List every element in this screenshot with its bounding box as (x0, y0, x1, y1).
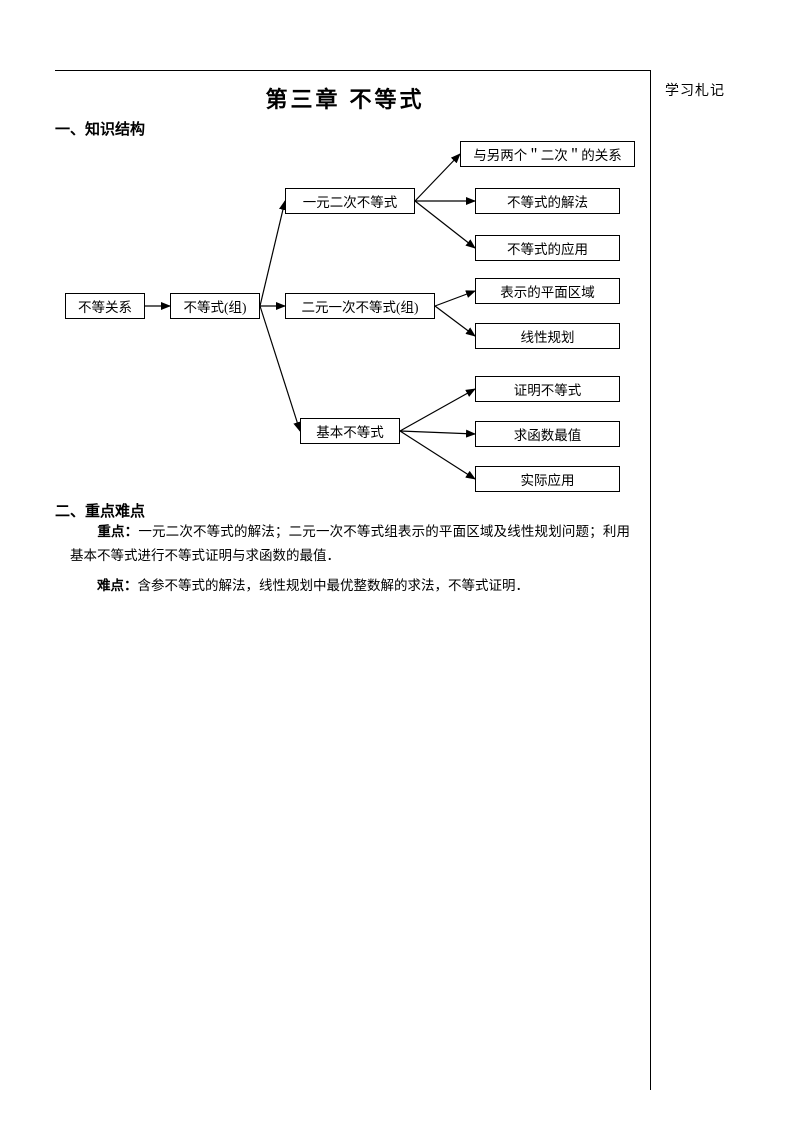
section-2-title: 二、重点难点 (55, 500, 145, 521)
node-quadratic-inequality: 一元二次不等式 (285, 188, 415, 214)
node-function-optimum: 求函数最值 (475, 421, 620, 447)
node-real-application: 实际应用 (475, 466, 620, 492)
node-basic-inequality: 基本不等式 (300, 418, 400, 444)
node-solution-method: 不等式的解法 (475, 188, 620, 214)
keypoints-label: 重点： (97, 524, 138, 539)
node-prove-inequality: 证明不等式 (475, 376, 620, 402)
node-inequality-relation: 不等关系 (65, 293, 145, 319)
keypoints-text: 一元二次不等式的解法；二元一次不等式组表示的平面区域及线性规划问题；利用基本不等… (70, 524, 630, 563)
side-note: 学习札记 (665, 80, 725, 100)
rule-top (55, 70, 650, 71)
node-two-quadratics: 与另两个＂二次＂的关系 (460, 141, 635, 167)
node-linear-inequality: 二元一次不等式(组) (285, 293, 435, 319)
difficulties-label: 难点： (97, 578, 138, 593)
knowledge-tree: 不等关系 不等式(组) 一元二次不等式 二元一次不等式(组) 基本不等式 与另两… (55, 128, 650, 493)
difficulties-paragraph: 难点：含参不等式的解法，线性规划中最优整数解的求法，不等式证明． (70, 574, 630, 598)
rule-right (650, 70, 651, 1090)
node-inequality-group: 不等式(组) (170, 293, 260, 319)
difficulties-text: 含参不等式的解法，线性规划中最优整数解的求法，不等式证明． (138, 578, 530, 593)
node-plane-region: 表示的平面区域 (475, 278, 620, 304)
keypoints-paragraph: 重点：一元二次不等式的解法；二元一次不等式组表示的平面区域及线性规划问题；利用基… (70, 520, 630, 569)
page: 学习札记 第三章 不等式 一、知识结构 不等关系 不等式(组) 一元二次不等式 … (0, 0, 800, 1132)
node-linear-programming: 线性规划 (475, 323, 620, 349)
node-application: 不等式的应用 (475, 235, 620, 261)
chapter-title: 第三章 不等式 (55, 82, 635, 114)
